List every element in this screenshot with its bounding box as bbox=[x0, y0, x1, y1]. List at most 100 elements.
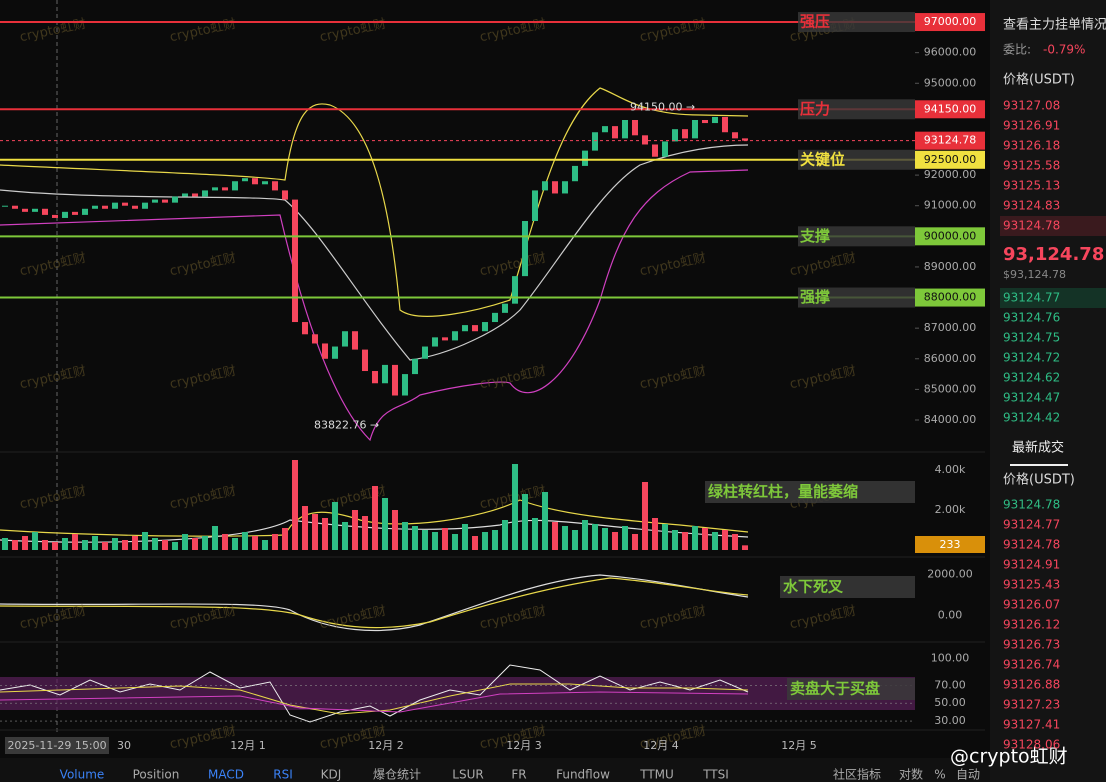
price-label: 94150.00 bbox=[924, 102, 977, 115]
candle bbox=[112, 202, 118, 209]
toolbar-item[interactable]: Fundflow bbox=[556, 768, 610, 782]
toolbar-item[interactable]: MACD bbox=[208, 768, 244, 782]
candle bbox=[512, 276, 518, 304]
candle bbox=[292, 199, 298, 323]
toolbar-item[interactable]: Volume bbox=[60, 768, 105, 782]
vol-ma bbox=[0, 499, 749, 537]
candle bbox=[662, 141, 668, 157]
signal-line bbox=[0, 577, 749, 629]
volume-bar bbox=[552, 522, 558, 550]
toolbar-item[interactable]: 自动 bbox=[956, 768, 980, 782]
candle bbox=[302, 322, 308, 335]
x-tick-label: 12月 3 bbox=[506, 739, 542, 752]
volume-bar bbox=[532, 518, 538, 550]
candle bbox=[702, 120, 708, 124]
toolbar-item[interactable]: 社区指标 bbox=[833, 767, 881, 782]
candle bbox=[392, 364, 398, 396]
toolbar-item[interactable]: 对数 bbox=[899, 767, 923, 782]
candle bbox=[562, 181, 568, 194]
volume-bar bbox=[522, 494, 528, 550]
candle bbox=[672, 129, 678, 142]
note: 水下死叉 bbox=[783, 578, 844, 596]
toolbar-item[interactable]: RSI bbox=[273, 768, 293, 782]
candle bbox=[62, 211, 68, 218]
toolbar-item[interactable]: KDJ bbox=[321, 768, 342, 782]
lower-band bbox=[0, 169, 749, 442]
brand: @crypto虹财 bbox=[950, 746, 1068, 768]
candle bbox=[532, 190, 538, 222]
toolbar-item[interactable]: LSUR bbox=[452, 768, 483, 782]
ask-price: 93125.58 bbox=[1003, 159, 1060, 173]
candle bbox=[102, 205, 108, 209]
volume-bar bbox=[712, 532, 718, 550]
ask-price: 93125.13 bbox=[1003, 179, 1060, 193]
candle bbox=[312, 334, 318, 344]
candle bbox=[142, 202, 148, 209]
volume-bar bbox=[662, 524, 668, 550]
candle bbox=[522, 221, 528, 277]
trade-price: 93124.91 bbox=[1003, 558, 1060, 572]
volume-bar bbox=[512, 464, 518, 550]
toolbar-item[interactable]: TTMU bbox=[639, 768, 674, 782]
bid-price: 93124.77 bbox=[1003, 291, 1060, 305]
y-tick-label: 100.00 bbox=[931, 651, 970, 664]
x-tick-label: 12月 4 bbox=[643, 739, 679, 752]
toolbar-item[interactable]: FR bbox=[511, 768, 526, 782]
candle bbox=[582, 150, 588, 166]
toolbar-item[interactable]: % bbox=[934, 768, 945, 782]
x-tick-label: 12月 2 bbox=[368, 739, 404, 752]
trade-price: 93125.43 bbox=[1003, 578, 1060, 592]
candle bbox=[282, 190, 288, 200]
price-label: 88000.00 bbox=[924, 291, 977, 304]
level-name-bg bbox=[798, 149, 915, 170]
trade-price: 93126.07 bbox=[1003, 598, 1060, 612]
x-tick-label: 12月 1 bbox=[230, 739, 266, 752]
volume-bar bbox=[262, 540, 268, 550]
candle bbox=[442, 337, 448, 341]
volume-bar bbox=[22, 536, 28, 550]
candle bbox=[212, 187, 218, 191]
candle bbox=[572, 165, 578, 182]
volume-bar bbox=[422, 530, 428, 550]
volume-bar bbox=[682, 532, 688, 550]
candle bbox=[482, 322, 488, 332]
rsi-ma bbox=[0, 683, 749, 715]
trades-header: 价格(USDT) bbox=[1003, 472, 1075, 488]
level-name: 压力 bbox=[800, 100, 830, 118]
volume-bar bbox=[652, 518, 658, 550]
toolbar-item[interactable]: TTSI bbox=[702, 768, 729, 782]
volume-bar bbox=[82, 540, 88, 550]
volume-label-bg bbox=[915, 536, 985, 553]
candle bbox=[402, 374, 408, 396]
ob-title[interactable]: 查看主力挂单情况 bbox=[1003, 17, 1106, 33]
trade-price: 93126.88 bbox=[1003, 678, 1060, 692]
candle bbox=[602, 126, 608, 133]
price-label-bg bbox=[915, 227, 985, 246]
low-label: 83822.76 → bbox=[314, 418, 379, 431]
candle bbox=[152, 199, 158, 203]
ratio-label: 委比: bbox=[1003, 43, 1031, 57]
volume-bar bbox=[592, 524, 598, 550]
candle bbox=[32, 208, 38, 212]
toolbar-item[interactable]: Position bbox=[133, 768, 180, 782]
volume-bar bbox=[572, 530, 578, 550]
trades-title[interactable]: 最新成交 bbox=[1012, 440, 1064, 456]
level-name-bg bbox=[798, 99, 915, 120]
volume-bar bbox=[692, 526, 698, 550]
current-label: 93124.78 bbox=[924, 134, 977, 147]
volume-bar bbox=[622, 526, 628, 550]
candle bbox=[692, 120, 698, 139]
y-tick-label: 86000.00 bbox=[924, 352, 977, 365]
volume-bar bbox=[742, 545, 748, 550]
volume-bar bbox=[492, 530, 498, 550]
candle bbox=[502, 303, 508, 313]
toolbar-item[interactable]: 爆仓统计 bbox=[373, 768, 421, 782]
volume-bar bbox=[132, 536, 138, 550]
volume-bar bbox=[382, 498, 388, 550]
candle bbox=[252, 178, 258, 185]
volume-bar bbox=[472, 536, 478, 550]
candle bbox=[202, 190, 208, 197]
candle bbox=[322, 343, 328, 359]
ask-price: 93126.18 bbox=[1003, 139, 1060, 153]
candle bbox=[262, 181, 268, 185]
